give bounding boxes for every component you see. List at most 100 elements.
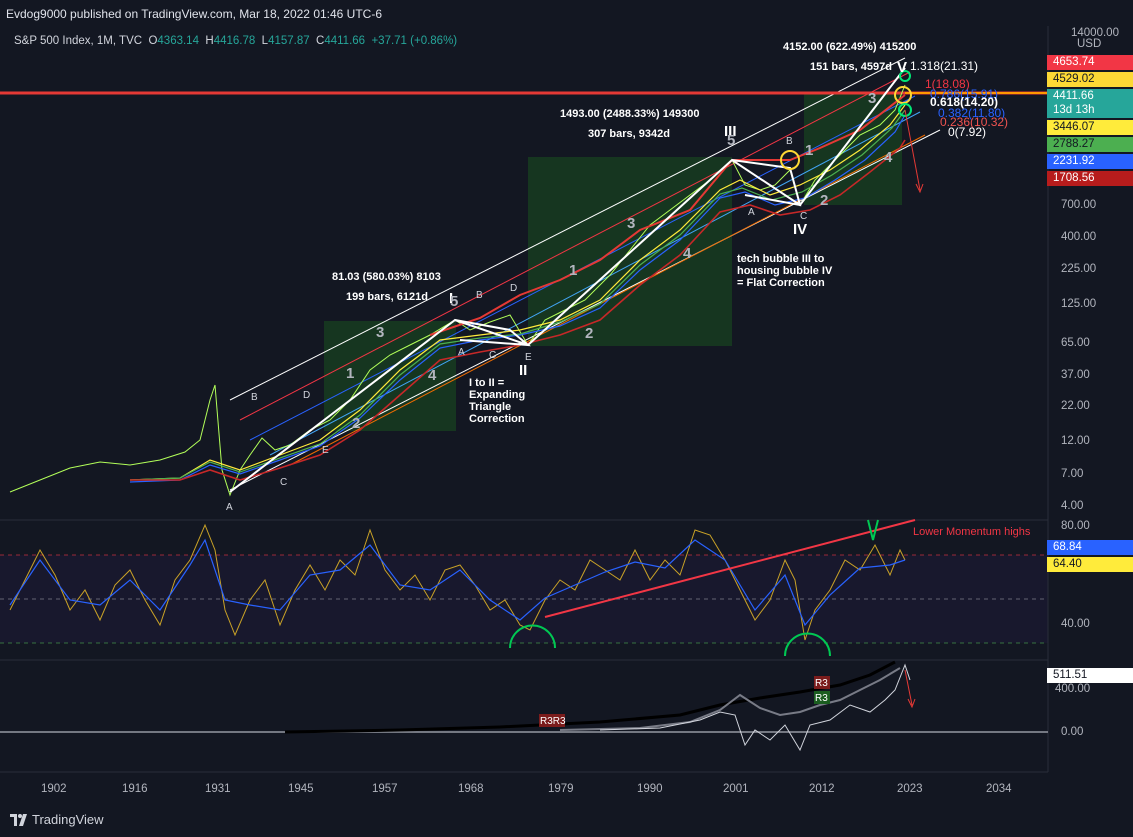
price-label: 2788.27 [1047,137,1133,152]
svg-text:R3: R3 [815,693,828,704]
fib-label: 0.236(10.32) [940,115,1008,129]
svg-text:4.00: 4.00 [1061,500,1083,512]
high-value: 4416.78 [213,35,256,47]
svg-text:40.00: 40.00 [1061,618,1090,630]
svg-text:3: 3 [376,324,384,341]
svg-text:2034: 2034 [986,783,1012,795]
svg-text:1: 1 [805,142,813,159]
note-text: Triangle [469,401,511,413]
svg-text:1: 1 [569,262,577,279]
rsi-axis[interactable]: 80.00 40.00 [1061,520,1090,630]
sub-wave-letters: A B C D E A B C D E A B C [226,136,807,513]
fib-label: 0(7.92) [948,125,986,139]
note-text: Correction [469,413,525,425]
svg-text:0.00: 0.00 [1061,726,1083,738]
svg-text:A: A [458,347,465,358]
wave-stats: 307 bars, 9342d [588,128,670,140]
svg-text:1957: 1957 [372,783,398,795]
tradingview-logo-icon [10,813,28,826]
note-text: housing bubble IV [737,265,833,277]
svg-text:2: 2 [352,415,360,432]
price-label: 2231.92 [1047,154,1133,169]
note-text: tech bubble III to [737,253,825,265]
svg-text:D: D [510,283,517,294]
publish-header: Evdog9000 published on TradingView.com, … [0,0,1133,26]
svg-text:1931: 1931 [205,783,231,795]
svg-text:B: B [786,136,793,147]
highlight-circle [894,86,912,104]
svg-text:B: B [251,392,258,403]
publish-info: Evdog9000 published on TradingView.com, … [6,7,383,21]
price-axis[interactable]: 14000.00 USD 700.00 400.00 225.00 125.00… [1061,27,1119,512]
svg-text:1968: 1968 [458,783,484,795]
svg-text:7.00: 7.00 [1061,468,1083,480]
price-label: 3446.07 [1047,120,1133,135]
fib-label: 0.382(11.80) [938,106,1005,120]
svg-text:C: C [489,350,496,361]
svg-text:2: 2 [585,325,593,342]
svg-text:1: 1 [346,365,354,382]
price-label: 4653.74 [1047,55,1133,70]
wave-label: III [724,123,737,140]
time-axis[interactable]: 1902 1916 1931 1945 1957 1968 1979 1990 … [41,783,1012,795]
svg-text:22.00: 22.00 [1061,400,1090,412]
svg-text:65.00: 65.00 [1061,337,1090,349]
highlight-circle [780,150,800,170]
svg-text:5: 5 [450,293,458,310]
svg-text:R3R3: R3R3 [540,716,566,727]
osc-value-label: 511.51 [1047,668,1133,683]
svg-text:80.00: 80.00 [1061,520,1090,532]
svg-text:4: 4 [428,367,437,384]
wave-stats: 151 bars, 4597d [810,61,892,73]
fib-label: 0.786(15.91) [930,87,998,101]
chart-canvas[interactable]: 4152.00 (622.49%) 415200 151 bars, 4597d… [0,26,1133,798]
svg-text:E: E [322,445,329,456]
note-text: I to II = [469,377,504,389]
change-value: +37.71 (+0.86%) [371,35,458,47]
wave-label: I [449,290,453,307]
symbol-legend[interactable]: S&P 500 Index, 1M, TVC O4363.14 H4416.78… [14,35,457,47]
low-label: L [261,35,269,47]
svg-text:E: E [525,352,532,363]
svg-text:2023: 2023 [897,783,923,795]
svg-text:1902: 1902 [41,783,67,795]
highlight-circle [898,103,912,117]
svg-text:2001: 2001 [723,783,749,795]
svg-text:3: 3 [868,90,876,107]
footer [0,800,1133,837]
svg-text:1979: 1979 [548,783,574,795]
svg-text:2: 2 [820,192,828,209]
fib-label: 1(18.08) [925,77,970,91]
fib-label: 0.618(14.20) [930,95,998,109]
svg-text:4: 4 [683,245,692,262]
svg-text:400.00: 400.00 [1061,231,1096,243]
price-label: 4529.02 [1047,72,1133,87]
svg-text:C: C [280,477,287,488]
svg-text:4: 4 [884,149,893,166]
rsi-value-label: 64.40 [1047,557,1133,572]
price-label: 13d 13h [1047,103,1133,118]
close-value: 4411.66 [324,35,366,47]
svg-text:B: B [476,290,483,301]
high-label: H [205,35,214,47]
svg-text:37.00: 37.00 [1061,369,1090,381]
rsi-value-label: 68.84 [1047,540,1133,555]
svg-text:700.00: 700.00 [1061,199,1096,211]
chart-area[interactable]: 4152.00 (622.49%) 415200 151 bars, 4597d… [0,26,1133,798]
svg-text:1990: 1990 [637,783,663,795]
osc-axis[interactable]: 400.00 0.00 [1055,683,1090,738]
svg-text:400.00: 400.00 [1055,683,1090,695]
svg-text:1945: 1945 [288,783,314,795]
svg-text:2012: 2012 [809,783,835,795]
svg-text:12.00: 12.00 [1061,435,1090,447]
open-label: O [148,35,158,47]
momentum-note: Lower Momentum highs [913,526,1031,538]
tradingview-logo[interactable]: TradingView [10,812,104,827]
symbol-name[interactable]: S&P 500 Index, 1M, TVC [14,35,143,47]
svg-text:USD: USD [1077,38,1101,50]
rsi-indicator [0,519,1048,657]
svg-text:5: 5 [727,132,735,149]
price-label: 4411.66 [1047,89,1133,104]
wave-stats: 199 bars, 6121d [346,291,428,303]
wave-stats: 4152.00 (622.49%) 415200 [783,41,916,53]
